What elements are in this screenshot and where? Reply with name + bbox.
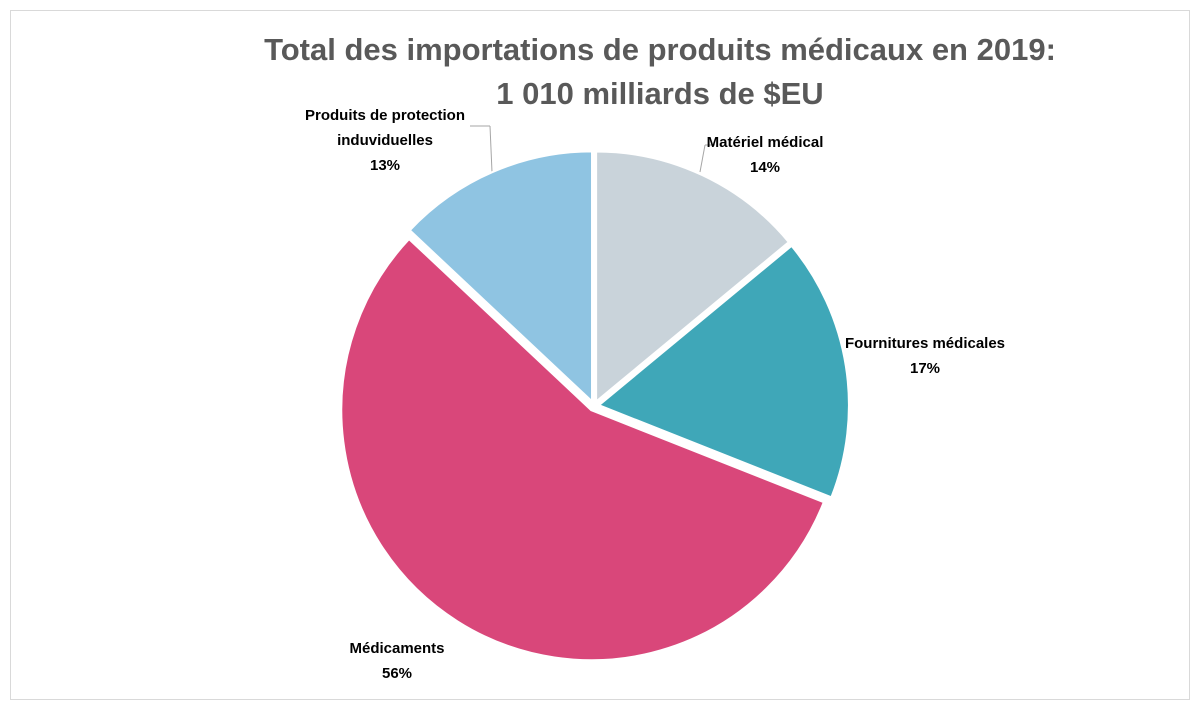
pie-slice bbox=[595, 150, 791, 404]
leader-line bbox=[489, 125, 493, 173]
slice-label: Fournitures médicales bbox=[844, 335, 1006, 352]
chart-title: Total des importations de produits médic… bbox=[264, 32, 1056, 111]
slice-value-label: 56% bbox=[381, 665, 413, 682]
pie-slice bbox=[408, 150, 594, 404]
pie-slice bbox=[340, 237, 826, 662]
slice-value-label: 14% bbox=[749, 159, 781, 176]
slice-value-label: 13% bbox=[369, 157, 401, 174]
slice-label: Médicaments bbox=[349, 640, 445, 657]
chart-frame bbox=[10, 10, 1190, 700]
slice-label: Matériel médical bbox=[706, 134, 824, 151]
pie-slice bbox=[596, 244, 850, 499]
leader-line bbox=[699, 144, 706, 173]
slice-label: Produits de protection induviduelles bbox=[304, 107, 466, 149]
slice-value-label: 17% bbox=[909, 360, 941, 377]
